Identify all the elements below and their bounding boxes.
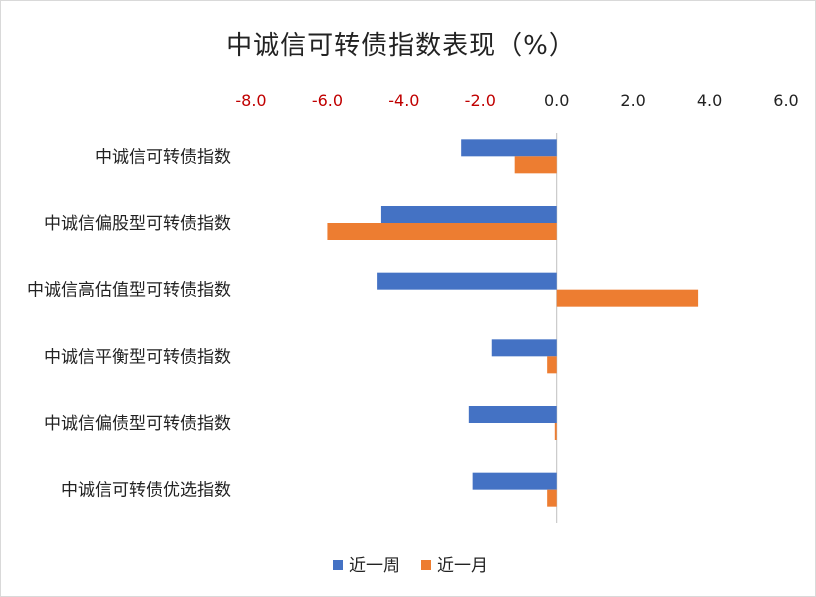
bar-week [491,339,557,357]
bar-week [461,139,557,157]
chart-title: 中诚信可转债指数表现（%） [226,31,576,61]
category-label: 中诚信平衡型可转债指数 [44,347,231,367]
category-label: 中诚信可转债优选指数 [61,481,231,501]
bar-month [327,223,557,240]
bar-month [554,423,557,440]
bar-week [380,206,557,223]
legend-label: 近一月 [437,556,488,576]
x-tick-label: -6.0 [312,91,343,110]
category-label: 中诚信高估值型可转债指数 [27,281,231,301]
category-label: 中诚信偏债型可转债指数 [44,414,231,434]
bar-week [468,406,557,423]
legend-swatch [421,560,431,570]
x-tick-label: -8.0 [235,91,266,110]
category-label: 中诚信可转债指数 [95,147,231,167]
x-tick-label: 4.0 [697,91,722,110]
x-tick-label: 2.0 [620,91,645,110]
legend-swatch [333,560,343,570]
bar-week [377,272,557,290]
x-tick-label: -2.0 [465,91,496,110]
bar-month [556,289,699,307]
category-label: 中诚信偏股型可转债指数 [44,214,231,234]
bar-month [547,489,557,507]
x-tick-label: 0.0 [544,91,569,110]
bar-month [514,156,557,174]
x-tick-label: 6.0 [773,91,798,110]
bar-week [472,472,557,490]
legend-label: 近一周 [349,556,400,576]
bar-month [547,356,557,374]
x-tick-label: -4.0 [388,91,419,110]
